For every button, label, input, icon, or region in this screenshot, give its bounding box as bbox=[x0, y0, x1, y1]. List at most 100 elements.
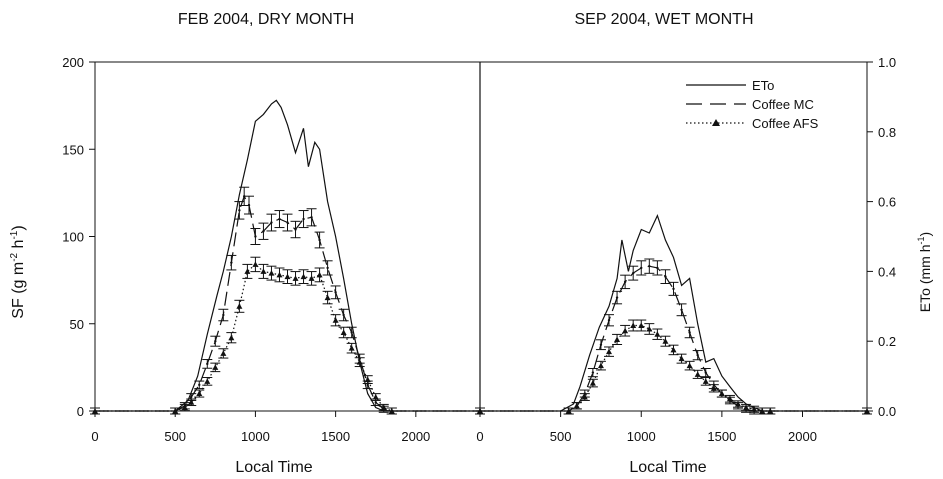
data-point-coffee-afs bbox=[767, 408, 774, 414]
y2-tick-label: 0.2 bbox=[878, 334, 896, 349]
y2-axis-label-base: ETo (mm h bbox=[917, 245, 933, 313]
y-tick-label: 100 bbox=[62, 230, 84, 245]
data-point-coffee-afs bbox=[364, 376, 371, 383]
data-point-coffee-afs bbox=[573, 402, 580, 409]
y2-tick-label: 0.4 bbox=[878, 264, 896, 279]
y-axis-label-base: SF (g m bbox=[10, 262, 27, 319]
data-point-coffee-mc bbox=[591, 371, 595, 374]
data-point-coffee-afs bbox=[718, 390, 725, 397]
data-point-coffee-mc bbox=[648, 264, 651, 268]
data-point-coffee-afs bbox=[702, 378, 709, 384]
data-point-coffee-mc bbox=[374, 401, 377, 404]
legend: ETo Coffee MC Coffee AFS bbox=[686, 78, 819, 131]
data-point-coffee-mc bbox=[222, 313, 225, 317]
data-point-coffee-mc bbox=[696, 353, 699, 357]
data-point-coffee-mc bbox=[664, 275, 667, 278]
y2-axis-label-sup: -1 bbox=[916, 236, 926, 244]
data-point-coffee-afs bbox=[477, 408, 483, 414]
panel-title-right: SEP 2004, WET MONTH bbox=[574, 11, 753, 28]
data-point-coffee-afs bbox=[340, 329, 347, 335]
data-point-coffee-afs bbox=[759, 408, 766, 414]
data-point-coffee-mc bbox=[230, 261, 233, 264]
data-point-coffee-afs bbox=[686, 362, 693, 369]
data-point-coffee-afs bbox=[864, 408, 870, 414]
series-line-eto bbox=[95, 99, 480, 412]
data-point-coffee-afs bbox=[204, 378, 211, 384]
data-point-coffee-afs bbox=[622, 327, 629, 334]
data-point-coffee-afs bbox=[348, 345, 355, 351]
x-axis-label-left: Local Time bbox=[235, 459, 312, 476]
data-point-coffee-afs bbox=[316, 271, 323, 278]
data-point-coffee-mc bbox=[704, 371, 707, 374]
data-point-coffee-mc bbox=[680, 308, 683, 311]
data-point-coffee-afs bbox=[694, 371, 701, 377]
y-axis-label-mid: h bbox=[10, 240, 27, 253]
panel-title-left: FEB 2004, DRY MONTH bbox=[178, 11, 354, 28]
y-axis-label-sup2: -1 bbox=[9, 230, 20, 239]
data-point-coffee-mc bbox=[206, 362, 209, 366]
series-line-coffee-afs bbox=[480, 324, 867, 412]
y2-axis-label-end: ) bbox=[917, 232, 933, 237]
y2-tick-label: 0.0 bbox=[878, 404, 896, 419]
y2-tick-label: 0.6 bbox=[878, 195, 896, 210]
y-tick-label: 150 bbox=[62, 142, 84, 157]
legend-marker-coffee-afs bbox=[712, 119, 720, 126]
series-line-eto bbox=[480, 213, 867, 412]
data-point-coffee-afs bbox=[654, 331, 661, 337]
data-point-coffee-mc bbox=[672, 287, 675, 291]
data-layer bbox=[90, 99, 872, 415]
data-point-coffee-afs bbox=[380, 404, 387, 411]
x-tick-label: 500 bbox=[550, 429, 572, 444]
data-point-coffee-afs bbox=[276, 271, 283, 278]
data-point-coffee-afs bbox=[589, 380, 596, 386]
y2-tick-label: 1.0 bbox=[878, 55, 896, 70]
data-point-coffee-afs bbox=[710, 385, 717, 391]
x-tick-label: 2000 bbox=[788, 429, 817, 444]
data-point-coffee-mc bbox=[631, 271, 635, 275]
data-point-coffee-afs bbox=[244, 268, 251, 274]
data-point-coffee-afs bbox=[356, 359, 363, 365]
data-point-coffee-afs bbox=[300, 273, 307, 280]
x-tick-label: 1000 bbox=[627, 429, 656, 444]
x-tick-label: 1500 bbox=[321, 429, 350, 444]
data-point-coffee-afs bbox=[252, 261, 259, 267]
data-point-coffee-afs bbox=[743, 404, 750, 411]
data-point-coffee-mc bbox=[599, 343, 603, 346]
data-point-coffee-afs bbox=[581, 394, 588, 400]
data-point-coffee-mc bbox=[270, 221, 273, 224]
data-point-coffee-mc bbox=[326, 266, 329, 270]
data-point-coffee-mc bbox=[214, 340, 217, 343]
data-point-coffee-mc bbox=[294, 228, 297, 231]
data-point-coffee-afs bbox=[212, 364, 219, 370]
series-line-coffee-afs bbox=[95, 263, 480, 412]
data-point-coffee-mc bbox=[366, 383, 369, 387]
data-point-coffee-afs bbox=[196, 390, 203, 397]
data-point-coffee-mc bbox=[640, 266, 643, 270]
legend-label-coffee-mc: Coffee MC bbox=[752, 97, 814, 112]
data-point-coffee-mc bbox=[286, 221, 289, 224]
y-tick-label: 0 bbox=[77, 404, 84, 419]
data-point-coffee-mc bbox=[254, 235, 257, 238]
data-point-coffee-mc bbox=[247, 203, 251, 207]
data-point-coffee-afs bbox=[388, 408, 395, 414]
legend-label-eto: ETo bbox=[752, 78, 774, 93]
data-point-coffee-afs bbox=[597, 362, 604, 369]
x-tick-label: 500 bbox=[164, 429, 186, 444]
data-point-coffee-afs bbox=[735, 401, 741, 407]
data-point-coffee-afs bbox=[188, 399, 195, 405]
data-point-coffee-afs bbox=[292, 275, 299, 281]
data-point-coffee-afs bbox=[220, 350, 227, 356]
data-point-coffee-mc bbox=[310, 216, 313, 219]
x-tick-label: 0 bbox=[476, 429, 483, 444]
data-point-coffee-afs bbox=[308, 275, 315, 281]
data-point-coffee-mc bbox=[302, 217, 305, 221]
y-axis-label-end: ) bbox=[10, 225, 27, 230]
data-point-coffee-mc bbox=[238, 209, 241, 212]
y-tick-label: 50 bbox=[70, 317, 84, 332]
data-point-coffee-mc bbox=[262, 230, 265, 233]
data-point-coffee-afs bbox=[228, 334, 235, 341]
data-point-coffee-afs bbox=[236, 303, 243, 309]
data-point-coffee-afs bbox=[181, 404, 188, 411]
data-point-coffee-mc bbox=[656, 266, 659, 270]
data-point-coffee-afs bbox=[646, 325, 653, 332]
